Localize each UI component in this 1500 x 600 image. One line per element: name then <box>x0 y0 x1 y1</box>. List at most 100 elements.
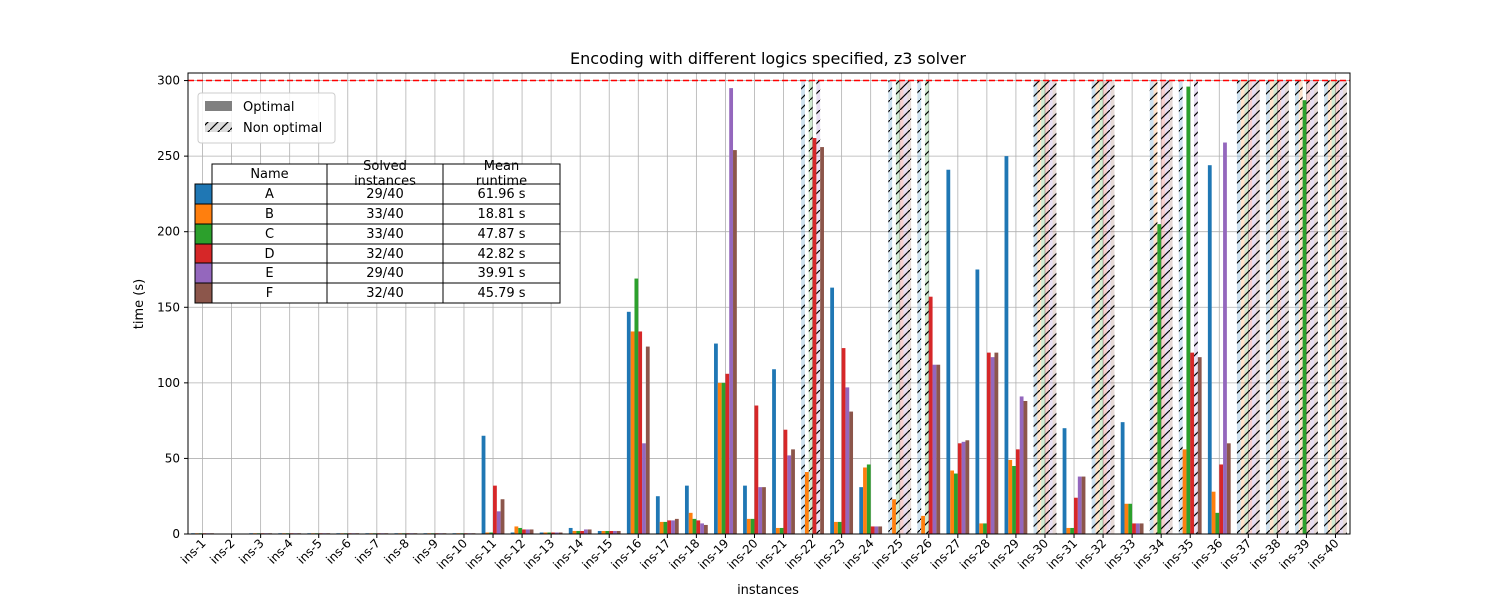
bar-hatch <box>1281 80 1285 535</box>
bar-b-optimal <box>572 530 577 534</box>
bar-f-optimal <box>733 150 737 534</box>
bar-hatch <box>1153 80 1158 535</box>
bar-a-optimal <box>830 287 835 534</box>
bar-hatch <box>1106 80 1111 535</box>
bar-b-optimal <box>543 532 548 534</box>
table-row-color-f <box>194 282 213 304</box>
bar-f-optimal <box>1139 523 1144 534</box>
bar-c-optimal <box>518 527 523 534</box>
bar-hatch <box>1248 80 1253 535</box>
bar-c-optimal <box>866 464 871 534</box>
legend-swatch-optimal <box>205 101 232 111</box>
bar-f-optimal <box>1023 400 1028 534</box>
bar-a-optimal <box>1004 156 1009 534</box>
x-tick-label: ins-22 <box>783 536 819 572</box>
x-tick-label: ins-32 <box>1073 536 1109 572</box>
bar-a-optimal <box>975 269 980 534</box>
table-cell-text: 33/40 <box>366 207 403 222</box>
table-cell-text: 61.96 s <box>477 187 525 202</box>
x-tick-label: ins-28 <box>957 536 993 572</box>
bar-hatch <box>895 80 900 535</box>
bar-hatch <box>1168 80 1173 535</box>
bar-hatch <box>903 80 908 535</box>
bar-b-optimal <box>834 521 838 534</box>
table-header: Mean <box>484 159 519 174</box>
bar-e-optimal <box>932 364 937 534</box>
bar-hatch <box>1091 80 1096 535</box>
bar-b-optimal <box>688 512 693 534</box>
bar-hatch <box>899 80 904 535</box>
bar-hatch <box>907 80 912 535</box>
y-tick-label: 150 <box>157 300 180 314</box>
bar-a-optimal <box>714 343 718 534</box>
bar-e-optimal <box>642 443 646 534</box>
legend: Optimal Non optimal <box>197 92 336 144</box>
bar-f-optimal <box>558 532 563 534</box>
table-cell-text: 33/40 <box>366 227 403 242</box>
table-cell-text: 45.79 s <box>477 286 525 301</box>
bar-b-optimal <box>746 518 751 534</box>
y-tick-label: 0 <box>172 527 180 541</box>
bar-c-optimal <box>721 382 726 534</box>
bar-a-optimal <box>655 496 660 534</box>
bar-hatch <box>1255 80 1260 535</box>
bar-a-optimal <box>1062 428 1067 534</box>
y-tick-label: 100 <box>157 376 180 390</box>
x-tick-label: ins-39 <box>1277 536 1313 572</box>
table-cell-text: 29/40 <box>366 187 403 202</box>
bar-b-optimal <box>1182 449 1187 534</box>
bar-d-optimal <box>957 443 962 534</box>
bar-hatch <box>1265 80 1270 535</box>
bar-d-optimal <box>928 296 933 534</box>
bar-hatch <box>1273 80 1278 535</box>
bar-f-optimal <box>587 529 592 534</box>
bar-f-optimal <box>645 346 650 534</box>
bar-d-optimal <box>667 520 672 534</box>
bar-c-optimal <box>1012 465 1016 534</box>
bar-hatch <box>1178 80 1183 535</box>
bar-hatch <box>1240 80 1245 535</box>
bar-f-optimal <box>1226 443 1231 534</box>
y-tick-label: 50 <box>165 451 180 465</box>
table-cell-text: F <box>266 286 273 301</box>
bar-hatch <box>1310 80 1315 535</box>
bar-hatch <box>801 80 805 535</box>
bars <box>191 80 1347 535</box>
bar-hatch <box>1284 80 1289 535</box>
bar-b-optimal <box>514 526 519 534</box>
bar-c-optimal <box>489 532 494 534</box>
bar-d-optimal <box>841 348 846 534</box>
bar-b-optimal <box>601 530 606 534</box>
bar-d-optimal <box>1132 523 1136 534</box>
bar-hatch <box>1041 80 1045 535</box>
bar-hatch <box>1164 80 1169 535</box>
bar-c-optimal <box>750 518 755 534</box>
x-tick-label: ins-25 <box>870 536 906 572</box>
bar-d-optimal <box>754 405 759 534</box>
plot-frame <box>187 72 1351 535</box>
bar-hatch <box>1331 80 1336 535</box>
bar-a-optimal <box>626 311 631 534</box>
x-tick-label: ins-24 <box>841 536 877 572</box>
bar-f-optimal <box>703 524 708 534</box>
bar-f-optimal <box>1197 357 1202 534</box>
bar-d-optimal <box>638 331 643 534</box>
x-tick-label: ins-20 <box>725 536 761 572</box>
bar-d-optimal <box>580 530 584 534</box>
legend-box <box>197 92 336 144</box>
bar-hatch <box>1339 80 1344 535</box>
x-tick-label: ins-1 <box>178 536 209 567</box>
bar-hatch <box>816 80 821 535</box>
x-tick-label: ins-27 <box>928 536 964 572</box>
bar-hatch <box>808 80 813 535</box>
x-tick-label: ins-38 <box>1248 536 1284 572</box>
x-tick-label: ins-12 <box>492 536 528 572</box>
table-row-color-e <box>194 262 213 284</box>
x-tick-label: ins-5 <box>294 536 325 567</box>
bar-e-optimal <box>1223 142 1227 534</box>
bar-a-optimal <box>1120 422 1125 534</box>
bar-c-optimal <box>837 521 842 534</box>
bar-f-optimal <box>529 529 534 534</box>
bar-hatch <box>1033 80 1038 535</box>
